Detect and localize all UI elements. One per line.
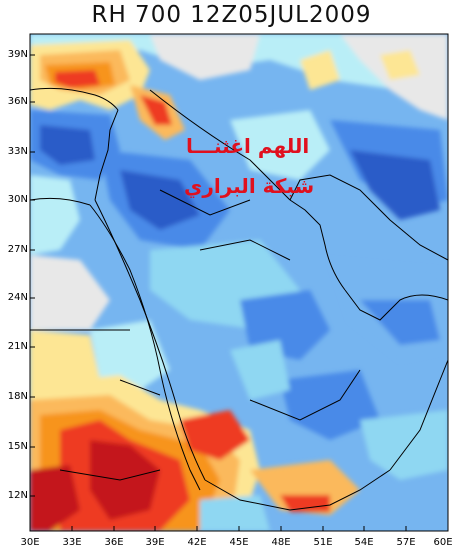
x-tick-label: 60E bbox=[433, 537, 453, 548]
coastlines bbox=[30, 87, 448, 511]
y-axis-ticks bbox=[30, 54, 35, 497]
y-tick-label: 33N bbox=[7, 146, 28, 157]
x-tick-label: 48E bbox=[271, 537, 291, 548]
overlay-text-line1: اللهم اغثنـــا bbox=[186, 134, 310, 158]
y-tick-label: 36N bbox=[7, 96, 28, 107]
y-tick-label: 18N bbox=[7, 391, 28, 402]
x-tick-label: 57E bbox=[396, 537, 416, 548]
y-tick-label: 12N bbox=[7, 490, 28, 501]
y-tick-label: 24N bbox=[7, 292, 28, 303]
x-tick-label: 45E bbox=[229, 537, 249, 548]
map-title: RH 700 12Z05JUL2009 bbox=[91, 2, 372, 28]
y-tick-label: 15N bbox=[7, 441, 28, 452]
humidity-field bbox=[30, 34, 448, 531]
x-tick-label: 30E bbox=[20, 537, 40, 548]
x-tick-label: 36E bbox=[104, 537, 124, 548]
x-axis-ticks bbox=[29, 526, 449, 531]
x-tick-label: 39E bbox=[145, 537, 165, 548]
y-tick-label: 27N bbox=[7, 244, 28, 255]
x-tick-label: 42E bbox=[187, 537, 207, 548]
y-tick-label: 21N bbox=[7, 341, 28, 352]
y-tick-label: 30N bbox=[7, 194, 28, 205]
x-tick-label: 54E bbox=[354, 537, 374, 548]
overlay-text-line2: شبكة البراري bbox=[184, 174, 315, 198]
x-tick-label: 51E bbox=[313, 537, 333, 548]
x-tick-label: 33E bbox=[62, 537, 82, 548]
y-tick-label: 39N bbox=[7, 49, 28, 60]
